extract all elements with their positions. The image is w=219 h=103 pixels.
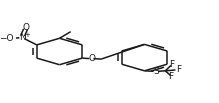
Text: N: N (19, 33, 26, 42)
Text: S: S (153, 67, 159, 76)
Text: O: O (88, 54, 95, 63)
Text: O: O (22, 23, 29, 32)
Text: F: F (169, 60, 174, 69)
Text: −O: −O (0, 34, 14, 43)
Text: F: F (168, 72, 173, 81)
Text: +: + (24, 32, 30, 38)
Text: F: F (176, 66, 181, 74)
